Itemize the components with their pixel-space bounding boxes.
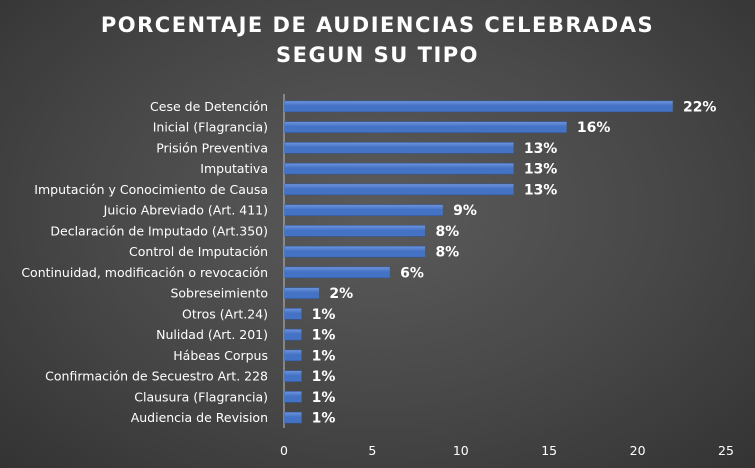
category-label: Imputación y Conocimiento de Causa: [34, 182, 268, 197]
data-label: 16%: [577, 120, 611, 136]
bar: [284, 391, 302, 403]
data-label: 8%: [435, 245, 459, 261]
data-label: 1%: [312, 307, 336, 323]
data-label: 2%: [329, 286, 353, 302]
data-label: 22%: [683, 99, 717, 115]
bar: [284, 245, 426, 258]
bar: [284, 411, 302, 424]
category-label: Sobreseimiento: [170, 286, 268, 301]
bar: [284, 328, 302, 341]
x-tick-label: 25: [718, 443, 734, 458]
chart-title-line-2: SEGUN SU TIPO: [275, 43, 479, 67]
x-tick-label: 0: [280, 443, 288, 458]
category-label: Cese de Detención: [150, 99, 268, 114]
bar: [284, 308, 302, 320]
chart-title: PORCENTAJE DE AUDIENCIAS CELEBRADAS SEGU…: [0, 10, 755, 70]
category-label: Prisión Preventiva: [156, 140, 268, 155]
bar: [284, 204, 444, 216]
category-label: Confirmación de Secuestro Art. 228: [45, 369, 268, 384]
chart-title-line-1: PORCENTAJE DE AUDIENCIAS CELEBRADAS: [100, 13, 655, 37]
bar: [284, 287, 320, 299]
data-label: 6%: [400, 265, 424, 281]
category-label: Audiencia de Revision: [131, 410, 268, 425]
x-tick-label: 10: [453, 443, 469, 458]
x-tick-label: 20: [630, 443, 646, 458]
bar: [284, 121, 568, 133]
bar: [284, 142, 515, 154]
data-label: 1%: [312, 328, 336, 344]
data-label: 13%: [524, 162, 558, 178]
category-label: Otros (Art.24): [182, 306, 268, 321]
category-label: Inicial (Flagrancia): [153, 120, 268, 135]
data-label: 1%: [312, 390, 336, 406]
category-label: Continuidad, modificación o revocación: [21, 265, 268, 280]
data-label: 8%: [435, 224, 459, 240]
data-label: 1%: [312, 348, 336, 364]
data-label: 9%: [453, 203, 477, 219]
category-label: Control de Imputación: [129, 244, 268, 259]
category-label: Nulidad (Art. 201): [156, 327, 268, 342]
data-label: 1%: [312, 369, 336, 385]
data-label: 1%: [312, 411, 336, 427]
data-label: 13%: [524, 141, 558, 157]
x-tick-label: 15: [541, 443, 557, 458]
category-label: Declaración de Imputado (Art.350): [50, 223, 268, 238]
bar: [284, 162, 515, 175]
bar: [284, 225, 426, 237]
bar: [284, 370, 302, 382]
bar: [284, 266, 391, 279]
x-tick-label: 5: [368, 443, 376, 458]
category-label: Juicio Abreviado (Art. 411): [103, 203, 268, 218]
category-label: Hábeas Corpus: [173, 348, 268, 363]
category-label: Clausura (Flagrancia): [134, 389, 268, 404]
bar: [284, 349, 302, 362]
data-label: 13%: [524, 182, 558, 198]
bar: [284, 100, 674, 113]
category-label: Imputativa: [200, 161, 268, 176]
bar: [284, 183, 515, 196]
